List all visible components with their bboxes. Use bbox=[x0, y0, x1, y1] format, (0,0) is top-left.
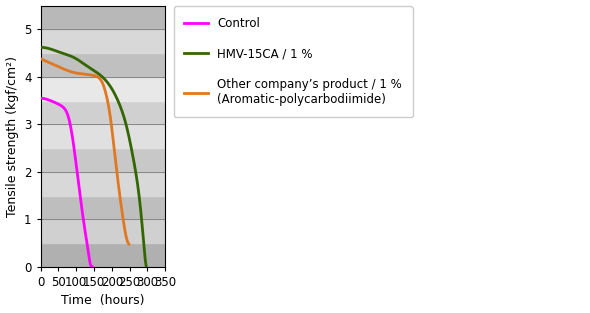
Bar bbox=[41, 53, 165, 77]
Bar bbox=[41, 243, 165, 267]
Bar bbox=[41, 196, 165, 219]
Y-axis label: Tensile strength (kgf/cm²): Tensile strength (kgf/cm²) bbox=[5, 56, 18, 217]
Bar bbox=[41, 219, 165, 243]
X-axis label: Time  (hours): Time (hours) bbox=[61, 295, 145, 307]
Bar bbox=[41, 124, 165, 148]
Bar bbox=[41, 148, 165, 172]
Bar bbox=[41, 100, 165, 124]
Bar bbox=[41, 172, 165, 196]
Bar bbox=[41, 6, 165, 29]
Bar bbox=[41, 29, 165, 53]
Bar bbox=[41, 77, 165, 100]
Legend: Control, HMV-15CA / 1 %, Other company’s product / 1 %
(Aromatic-polycarbodiimid: Control, HMV-15CA / 1 %, Other company’s… bbox=[173, 6, 412, 117]
